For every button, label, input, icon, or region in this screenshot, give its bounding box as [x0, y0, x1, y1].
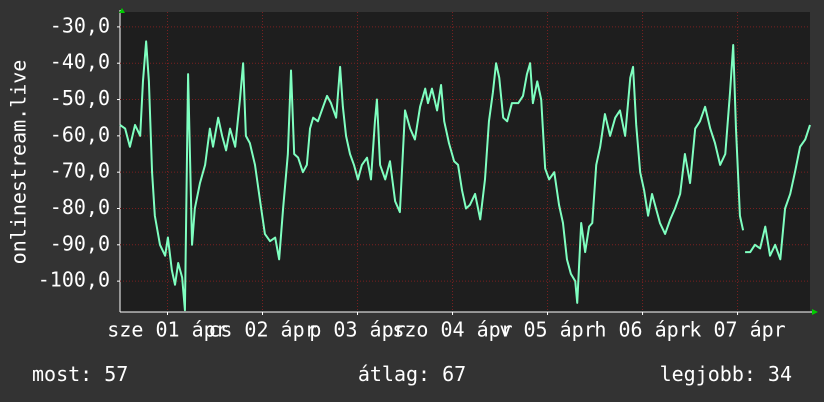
stat-value: 67: [442, 362, 466, 386]
y-tick-label: -70,0: [50, 159, 110, 183]
plot-area: [120, 12, 810, 312]
stat-value: 57: [104, 362, 128, 386]
y-tick-label: -60,0: [50, 122, 110, 146]
stat: legjobb: 34: [660, 362, 792, 386]
x-axis-arrow: [812, 309, 818, 315]
stat: most: 57: [32, 362, 128, 386]
y-axis-arrow: [119, 8, 125, 13]
y-tick-label: -80,0: [50, 195, 110, 219]
x-tick-label: p 03 ápr: [309, 318, 405, 342]
stat-label: legjobb:: [660, 362, 756, 386]
x-tick-label: sze 01 ápr: [107, 318, 227, 342]
labels: -30,0 -40,0 -50,0 -60,0 -70,0 -80,0 -90,0 -100,…: [32, 13, 792, 385]
x-tick-label: szo 04 ápr: [392, 318, 512, 342]
data-line: [119, 40, 745, 312]
y-tick-label: -50,0: [50, 86, 110, 110]
x-tick-label: cs 02 ápr: [208, 318, 316, 342]
stat: átlag: 67: [358, 362, 466, 386]
data-line: [745, 124, 811, 261]
stat-value: 34: [768, 362, 792, 386]
y-tick-label: -40,0: [50, 50, 110, 74]
stat-label: átlag:: [358, 362, 430, 386]
plot: [119, 40, 811, 312]
x-tick-label: v 05 ápr: [499, 318, 595, 342]
grid: [117, 12, 810, 315]
y-tick-label: -90,0: [50, 231, 110, 255]
y-axis-label: onlinestream.live: [7, 60, 31, 265]
x-tick-label: k 07 ápr: [689, 318, 785, 342]
x-tick-label: h 06 ápr: [594, 318, 690, 342]
y-tick-label: -100,0: [38, 268, 110, 292]
y-tick-label: -30,0: [50, 13, 110, 37]
stat-label: most:: [32, 362, 92, 386]
